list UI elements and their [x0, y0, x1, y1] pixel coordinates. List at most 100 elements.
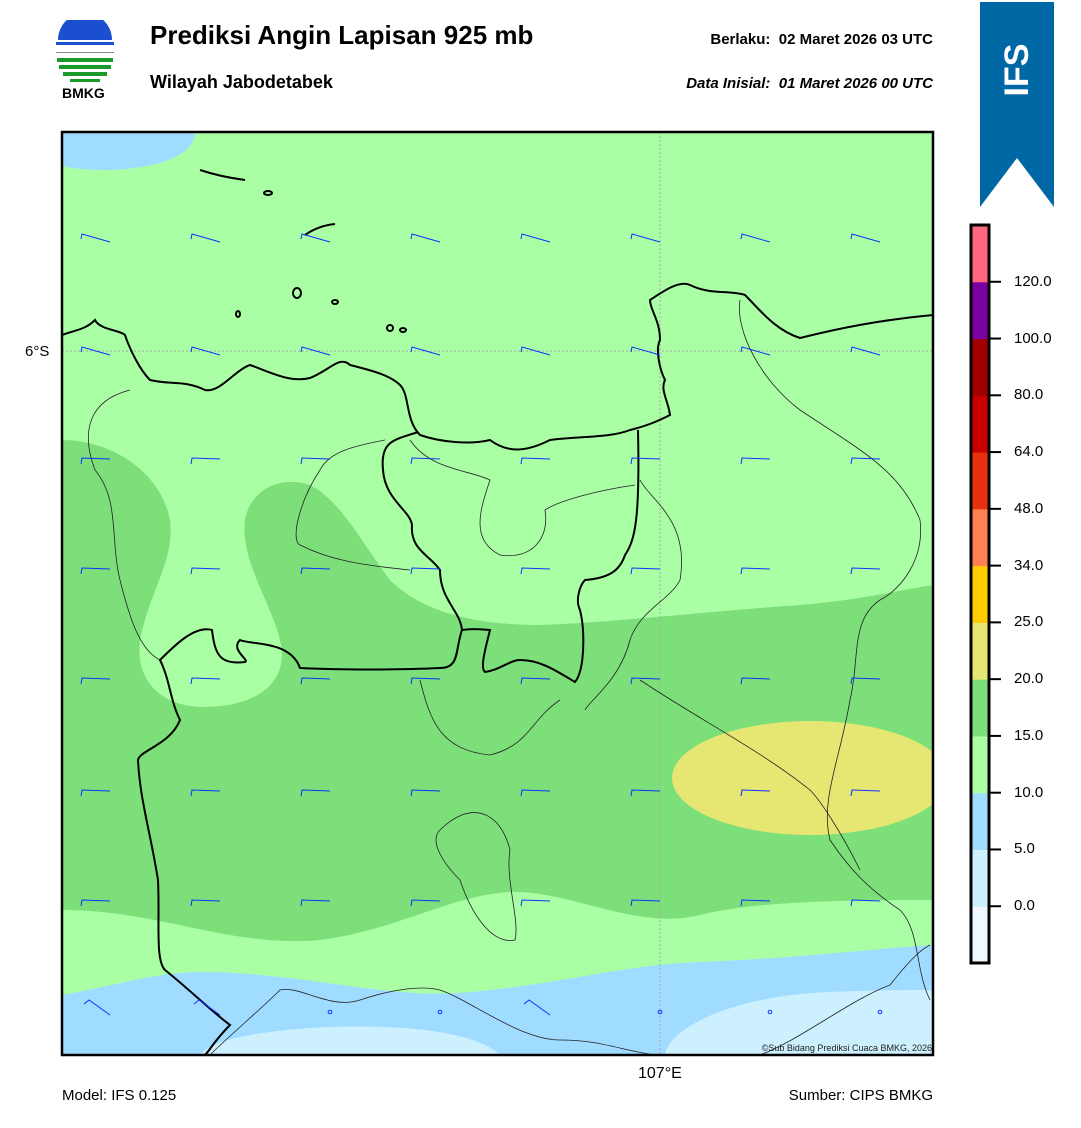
district-boundaries [88, 299, 931, 1055]
wind-calm-marker [767, 1009, 773, 1015]
wind-barb [850, 677, 881, 685]
wind-barb [190, 233, 221, 243]
fill-5-10-topleft [62, 132, 195, 170]
wind-calm-marker [437, 1009, 443, 1015]
colorbar [969, 223, 1001, 965]
wind-barb [850, 346, 881, 356]
source-footer: Sumber: CIPS BMKG [788, 1087, 933, 1104]
wind-barb [410, 457, 441, 465]
wind-calm-marker [877, 1009, 883, 1015]
wind-barb [410, 233, 441, 243]
wind-barb [190, 567, 221, 575]
wind-barb [300, 233, 331, 243]
wind-barb [630, 567, 661, 575]
colorbar-segment [971, 225, 989, 283]
colorbar-tick-label: 64.0 [1014, 443, 1044, 461]
lat-label: 6°S [25, 343, 50, 360]
colorbar-segment [971, 395, 989, 453]
lon-label: 107°E [638, 1065, 682, 1082]
wind-barb [630, 457, 661, 465]
wind-barb [630, 346, 661, 356]
wind-calm-marker [657, 1009, 663, 1015]
colorbar-tick-label: 15.0 [1014, 726, 1044, 744]
wind-barb [410, 677, 441, 685]
page-subtitle: Wilayah Jabodetabek [150, 72, 333, 92]
map-frame [60, 130, 935, 1057]
fill-20-25 [672, 721, 933, 835]
colorbar-segment [971, 622, 989, 680]
wind-barb [80, 899, 111, 907]
wind-barb [520, 899, 551, 907]
wind-barb [80, 233, 111, 243]
init-label: Data Inisial: [686, 75, 771, 92]
colorbar-tick-label: 120.0 [1014, 272, 1052, 290]
colorbar-segment [971, 906, 989, 964]
wind-barb [520, 567, 551, 575]
wind-barb [300, 457, 331, 465]
wind-barb [630, 899, 661, 907]
colorbar-tick-label: 10.0 [1014, 783, 1044, 801]
wind-barb [80, 789, 111, 797]
wind-barb [850, 457, 881, 465]
wind-barb [410, 899, 441, 907]
colorbar-tick-label: 100.0 [1014, 329, 1052, 347]
logo-text: BMKG [62, 85, 105, 101]
wind-barb [190, 346, 221, 356]
wind-calm-marker [327, 1009, 333, 1015]
colorbar-tick-label: 34.0 [1014, 556, 1044, 574]
model-banner [980, 2, 1054, 207]
colorbar-tick-label: 0.0 [1014, 897, 1035, 915]
copyright: ©Sub Bidang Prediksi Cuaca BMKG, 2026 [761, 1043, 932, 1053]
wind-barb [523, 999, 551, 1016]
model-footer: Model: IFS 0.125 [62, 1087, 177, 1104]
wind-barb [740, 346, 771, 356]
wind-barbs [80, 233, 883, 1016]
wind-barb [190, 677, 221, 685]
wind-barb [520, 789, 551, 797]
colorbar-segment [971, 849, 989, 907]
wind-barb [740, 457, 771, 465]
wind-barb [190, 789, 221, 797]
colorbar-segment [971, 281, 989, 340]
wind-barb [630, 233, 661, 243]
wind-barb [300, 789, 331, 797]
colorbar-segment [971, 735, 989, 794]
colorbar-segment [971, 679, 989, 737]
valid-value: 02 Maret 2026 03 UTC [778, 31, 933, 48]
wind-barb [80, 457, 111, 465]
colorbar-segment [971, 452, 989, 510]
init-time: Data Inisial: 01 Maret 2026 00 UTC [686, 75, 933, 92]
wind-barb [190, 899, 221, 907]
wind-barb [80, 567, 111, 575]
colorbar-segment [971, 508, 989, 567]
colorbar-segment [971, 792, 989, 850]
valid-label: Berlaku: [710, 31, 771, 48]
coastline [62, 169, 933, 451]
wind-barb [410, 346, 441, 356]
wind-barb [850, 233, 881, 243]
wind-barb [630, 677, 661, 685]
wind-barb [740, 899, 771, 907]
wind-barb [740, 677, 771, 685]
fill-0-5-bottomright [665, 990, 933, 1055]
wind-barb [193, 999, 221, 1016]
wind-barb [190, 457, 221, 465]
colorbar-tick-label: 20.0 [1014, 670, 1044, 688]
wind-barb [410, 567, 441, 575]
wind-barb [850, 567, 881, 575]
wind-barb [80, 677, 111, 685]
wind-barb [850, 899, 881, 907]
wind-barb [520, 346, 551, 356]
wind-barb [520, 233, 551, 243]
wind-barb [630, 789, 661, 797]
wind-barb [300, 346, 331, 356]
wind-barb [80, 346, 111, 356]
wind-barb [300, 677, 331, 685]
wind-barb [740, 789, 771, 797]
colorbar-frame [969, 223, 991, 965]
wind-barb [740, 567, 771, 575]
wind-barb [300, 567, 331, 575]
wind-barb [740, 233, 771, 243]
colorbar-segment [971, 565, 989, 623]
